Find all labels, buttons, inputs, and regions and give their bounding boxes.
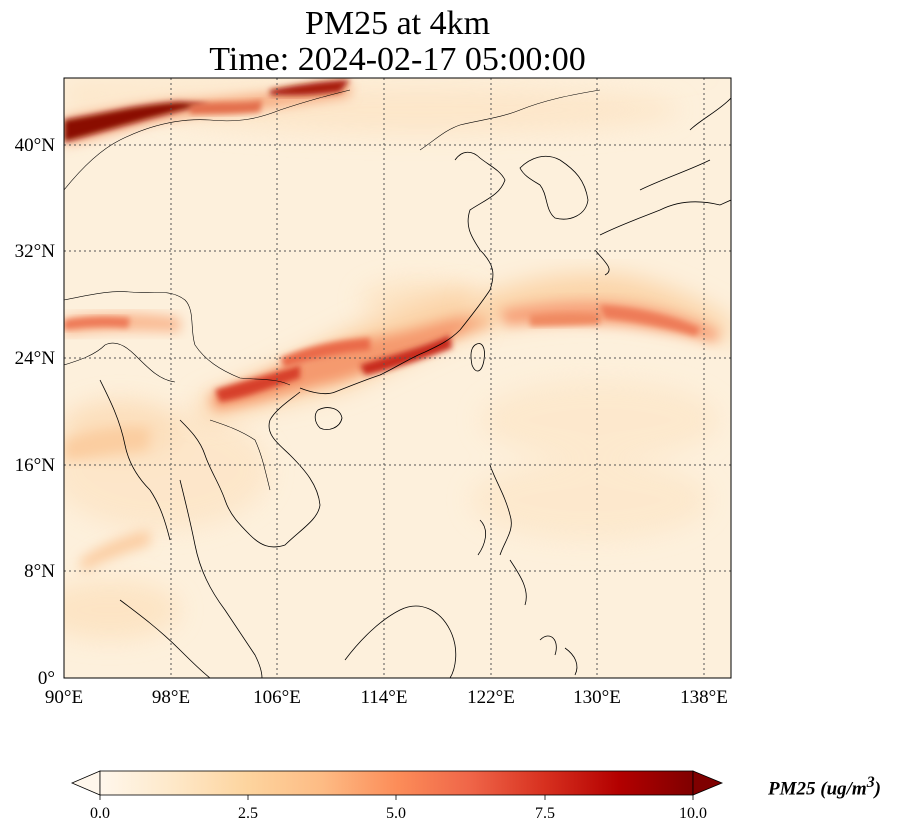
- plume-north: [64, 78, 731, 145]
- colorbar-tick: 10.0: [679, 805, 707, 822]
- lon-tick-label: 122°E: [467, 687, 515, 708]
- colorbar-label: PM25 (ug/m3): [768, 774, 881, 800]
- colorbar-tick: 0.0: [90, 805, 110, 822]
- colorbar-gradient: [99, 770, 694, 796]
- lon-tick-label: 90°E: [45, 687, 83, 708]
- map-title: PM25 at 4km: [304, 5, 491, 42]
- lat-tick-label: 32°N: [15, 241, 56, 262]
- colorbar-tick: 7.5: [535, 805, 555, 822]
- plume-east-sea: [470, 273, 731, 345]
- lon-tick-label: 138°E: [680, 687, 728, 708]
- lat-tick-label: 40°N: [15, 135, 56, 156]
- colorbar: 0.0 2.5 5.0 7.5 10.0: [70, 770, 724, 822]
- map-time: Time: 2024-02-17 05:00:00: [209, 41, 586, 78]
- plume-south-china: [200, 290, 490, 420]
- colorbar-extend-max: [692, 770, 724, 796]
- gridlines: [64, 78, 731, 678]
- map-frame: [63, 77, 732, 679]
- lon-tick-label: 114°E: [361, 687, 408, 708]
- lon-tick-label: 130°E: [573, 687, 621, 708]
- lat-tick-label: 0°: [38, 668, 55, 689]
- lat-tick-label: 8°N: [24, 561, 55, 582]
- colorbar-tick: 5.0: [386, 805, 406, 822]
- colorbar-extend-min: [70, 770, 101, 796]
- coastlines: [64, 89, 731, 678]
- lon-tick-label: 106°E: [253, 687, 301, 708]
- pm25-field: [64, 78, 731, 678]
- colorbar-tick: 2.5: [238, 805, 258, 822]
- unit-superscript: 3: [866, 774, 875, 791]
- plume-west: [64, 313, 180, 572]
- lon-tick-label: 98°E: [152, 687, 190, 708]
- lat-tick-label: 24°N: [15, 348, 56, 369]
- lat-tick-label: 16°N: [15, 455, 56, 476]
